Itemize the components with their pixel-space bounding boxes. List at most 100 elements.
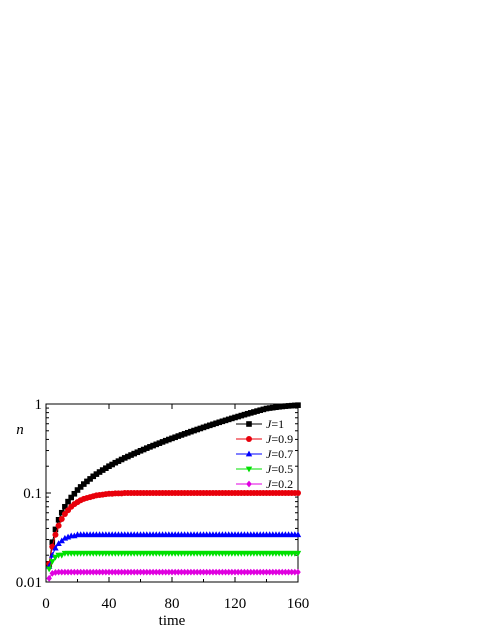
data-point — [295, 402, 301, 408]
data-point — [184, 568, 191, 576]
data-point — [74, 568, 81, 576]
data-point — [222, 417, 229, 424]
x-tick-label: 40 — [102, 596, 117, 612]
data-point — [273, 568, 279, 576]
data-point — [90, 473, 97, 480]
data-point — [294, 531, 302, 538]
data-point — [55, 516, 62, 523]
data-point — [285, 403, 292, 409]
series-4 — [45, 550, 302, 573]
data-point — [285, 568, 292, 576]
data-point — [276, 404, 282, 410]
data-point — [156, 568, 163, 576]
y-tick-label: 1 — [35, 397, 43, 413]
data-point — [191, 427, 197, 434]
data-point — [219, 418, 226, 425]
data-point — [216, 419, 223, 426]
data-point — [84, 568, 90, 576]
legend-marker — [246, 436, 252, 442]
data-point — [219, 568, 226, 576]
data-point — [77, 568, 84, 576]
data-point — [121, 455, 128, 461]
data-point — [52, 569, 59, 576]
data-point — [254, 408, 260, 414]
data-point — [159, 568, 166, 576]
data-point — [55, 568, 62, 576]
data-point — [247, 410, 254, 416]
data-point — [106, 463, 112, 470]
data-point — [225, 416, 232, 423]
data-point — [282, 568, 289, 576]
data-point — [282, 403, 289, 409]
data-point — [235, 568, 241, 576]
data-point — [270, 404, 276, 411]
data-point — [216, 568, 223, 576]
data-point — [194, 426, 200, 433]
data-point — [197, 425, 204, 432]
axis-ticks: 0 40 80 120 160 0.01 0.1 1 — [16, 397, 310, 612]
data-point — [276, 568, 282, 576]
series-1 — [46, 402, 301, 567]
data-point — [147, 444, 153, 450]
data-point — [191, 568, 197, 576]
data-point — [106, 568, 112, 576]
legend-label: J=0.5 — [266, 462, 293, 476]
data-point — [150, 568, 156, 576]
data-point — [159, 439, 166, 445]
data-point — [295, 490, 301, 496]
data-point — [112, 568, 119, 576]
y-axis-label: n — [16, 422, 24, 438]
data-point — [197, 568, 204, 576]
data-point — [263, 405, 270, 412]
data-point — [200, 568, 207, 576]
data-point — [169, 568, 175, 576]
data-point — [137, 568, 144, 576]
data-point — [128, 568, 134, 576]
data-point — [121, 568, 128, 576]
x-tick-label: 120 — [224, 596, 247, 612]
data-point — [96, 568, 103, 576]
data-point — [99, 568, 106, 576]
data-point — [128, 452, 134, 458]
data-point — [87, 568, 93, 576]
data-point — [178, 568, 185, 576]
data-point — [166, 436, 172, 443]
data-point — [238, 412, 245, 419]
data-point — [109, 461, 115, 468]
legend: J=1J=0.9J=0.7J=0.5J=0.2 — [236, 417, 293, 491]
x-tick-label: 0 — [42, 596, 50, 612]
series-5 — [46, 568, 301, 582]
data-point — [241, 411, 248, 418]
data-point — [81, 568, 87, 576]
data-point — [144, 568, 150, 576]
y-tick-label: 0.1 — [23, 486, 42, 502]
data-point — [225, 568, 232, 576]
legend-marker — [245, 450, 253, 457]
data-point — [188, 568, 194, 576]
legend-label: J=1 — [266, 417, 284, 431]
data-point — [125, 453, 131, 460]
data-point — [213, 568, 219, 576]
legend-item: J=0.9 — [236, 432, 293, 446]
data-point — [229, 415, 235, 422]
data-point — [103, 568, 109, 576]
data-point — [235, 413, 241, 420]
data-point — [238, 568, 245, 576]
data-point — [62, 568, 68, 576]
data-point — [292, 402, 298, 409]
data-point — [194, 568, 200, 576]
legend-label: J=0.2 — [266, 477, 293, 491]
data-point — [263, 568, 270, 576]
data-point — [87, 476, 93, 482]
data-point — [52, 554, 59, 561]
data-point — [207, 422, 213, 429]
legend-item: J=0.2 — [236, 477, 293, 491]
data-point — [273, 404, 279, 411]
data-point — [140, 446, 147, 453]
data-point — [184, 429, 191, 436]
data-point — [257, 568, 263, 576]
data-point — [169, 435, 175, 442]
legend-item: J=0.7 — [236, 447, 293, 461]
data-point — [55, 522, 62, 529]
data-point — [134, 568, 141, 576]
